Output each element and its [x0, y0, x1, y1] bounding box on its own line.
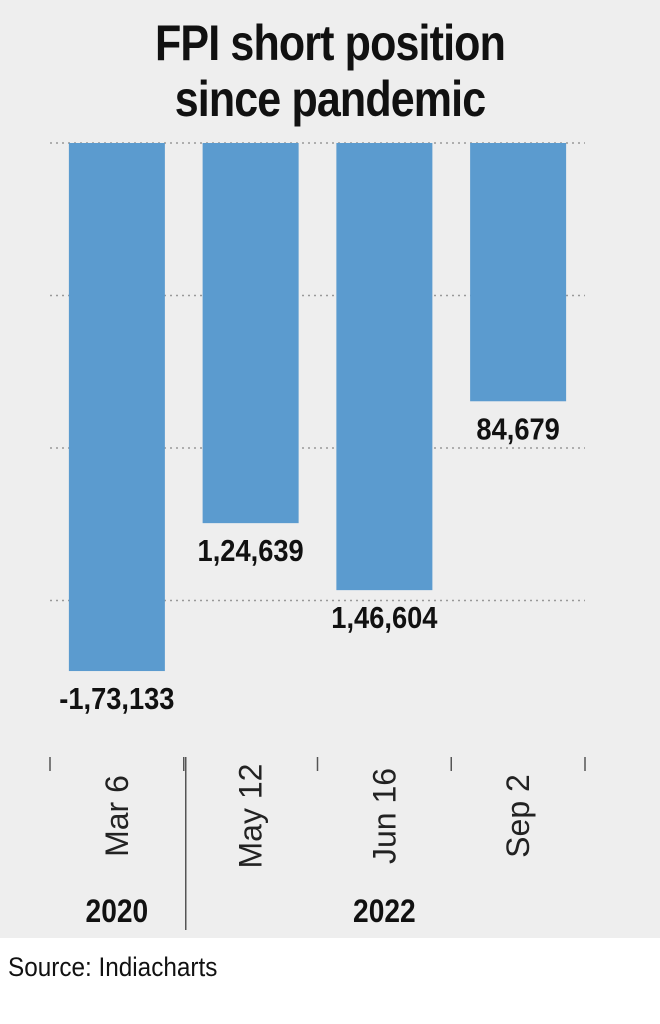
data-label: -1,73,133 — [59, 683, 174, 717]
bar-mar-6 — [68, 143, 165, 672]
x-tick-label: Jun 16 — [366, 768, 402, 864]
data-label: 1,46,604 — [331, 602, 438, 636]
data-label: 84,679 — [476, 413, 559, 447]
chart-title-line-2: since pandemic — [174, 71, 486, 127]
x-tick-label: Mar 6 — [99, 775, 135, 857]
data-label: 1,24,639 — [198, 535, 304, 569]
x-tick-label: Sep 2 — [500, 774, 536, 858]
bar-jun-16 — [336, 143, 433, 591]
bar-sep-2 — [470, 143, 567, 402]
bar-chart: -1,73,133 1,24,639 1,46,604 84,679 2020 2022 M… — [49, 142, 586, 930]
bar-may-12 — [202, 143, 299, 524]
source-note: Source: Indiacharts — [8, 952, 218, 982]
x-tick-label: May 12 — [233, 764, 269, 869]
year-label: 2022 — [353, 894, 416, 929]
year-label: 2020 — [86, 894, 149, 929]
chart-title-line-1: FPI short position — [154, 15, 506, 71]
